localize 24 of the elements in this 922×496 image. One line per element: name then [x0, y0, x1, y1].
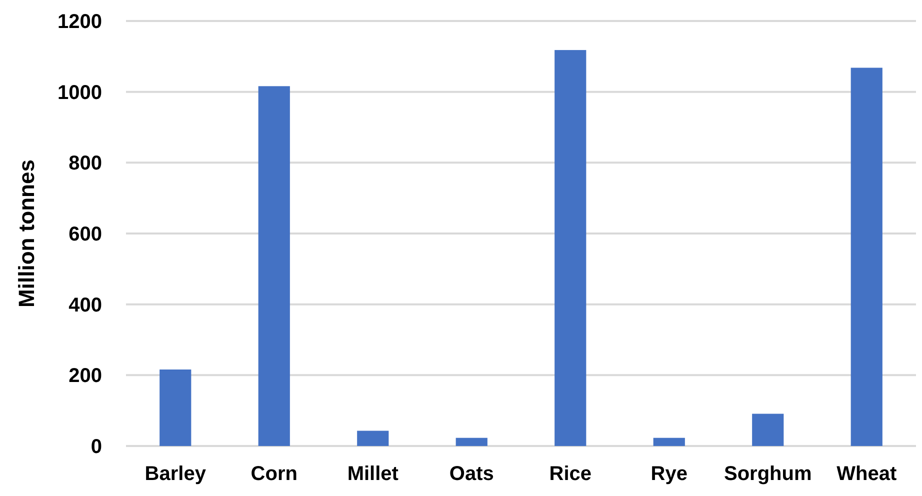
- bar: [850, 68, 882, 446]
- bar: [258, 86, 290, 446]
- x-tick-label: Rye: [650, 463, 688, 485]
- x-tick-label: Barley: [144, 463, 207, 485]
- bar: [357, 430, 389, 446]
- y-tick-label: 400: [68, 294, 102, 316]
- y-tick-label: 800: [68, 152, 102, 175]
- bar: [554, 50, 586, 446]
- x-tick-label: Sorghum: [724, 463, 812, 485]
- bar: [160, 370, 192, 446]
- y-axis-title: Million tonnes: [14, 160, 39, 308]
- bar: [752, 414, 784, 446]
- x-tick-label: Corn: [250, 463, 298, 485]
- y-tick-label: 600: [68, 224, 102, 246]
- x-tick-label: Oats: [449, 463, 494, 485]
- y-tick-label: 1200: [58, 11, 102, 33]
- x-tick-label: Millet: [347, 463, 399, 485]
- x-tick-label: Rice: [549, 463, 592, 485]
- y-tick-label: 1000: [58, 82, 102, 104]
- y-tick-label: 200: [68, 365, 102, 388]
- y-tick-label: 0: [90, 436, 102, 458]
- bar: [653, 438, 685, 446]
- bar: [456, 438, 488, 446]
- x-tick-label: Wheat: [836, 463, 897, 485]
